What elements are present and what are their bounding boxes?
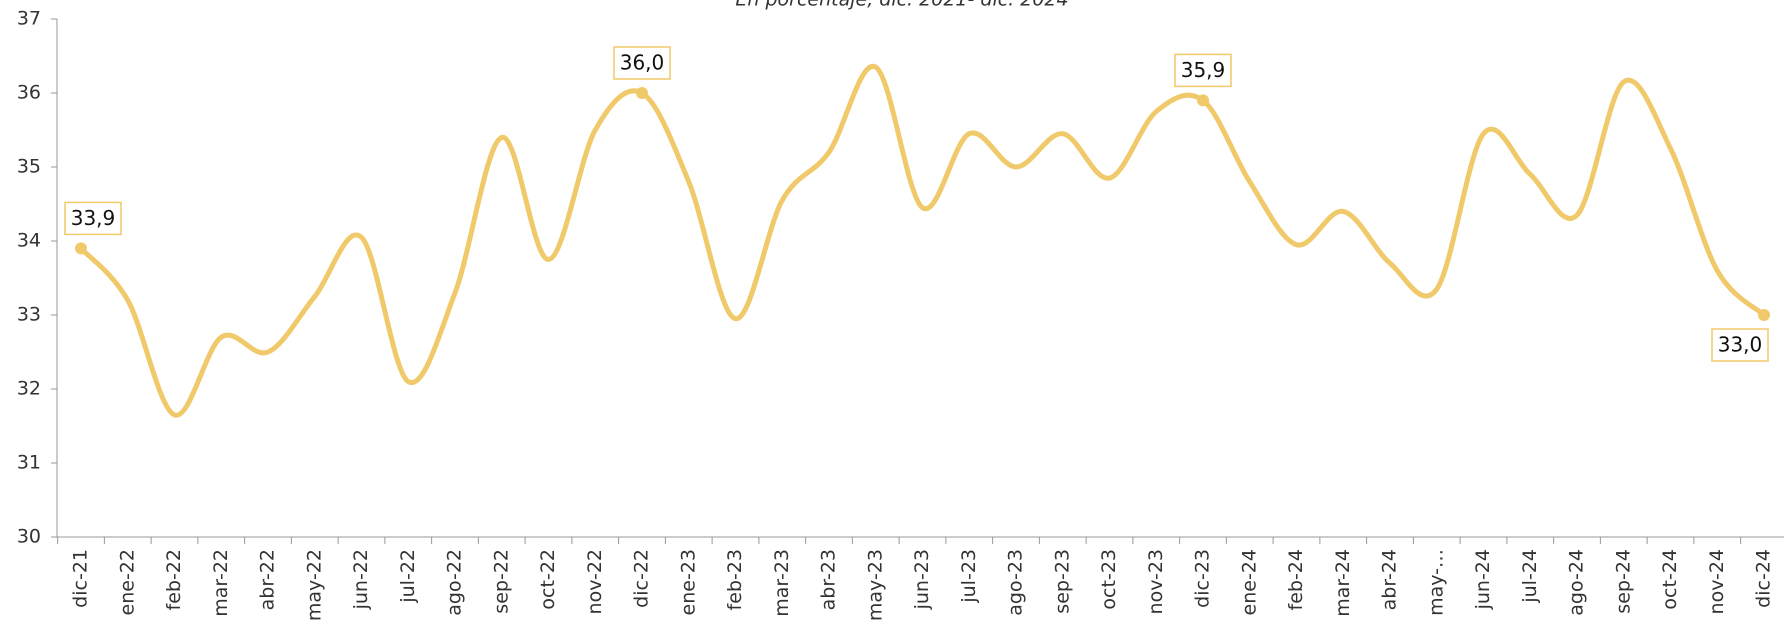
line: [78, 63, 1767, 418]
value-label: 36,0: [620, 51, 665, 75]
y-tick-label: 36: [17, 82, 41, 104]
x-tick-label: jun-22: [350, 549, 372, 610]
x-tick-label: dic-23: [1192, 549, 1214, 608]
x-tick-label: jul-22: [397, 549, 419, 604]
y-tick-label: 31: [17, 452, 41, 474]
y-tick-label: 33: [17, 304, 41, 326]
x-tick-label: ago-24: [1566, 549, 1588, 616]
x-tick-label: feb-22: [163, 549, 185, 610]
point: [75, 242, 87, 255]
value-label: 35,9: [1181, 58, 1226, 82]
value-label-box: [1174, 53, 1232, 88]
point: [1758, 309, 1770, 321]
x-tick-label: jun-24: [1472, 549, 1494, 610]
x-tick-label: ene-22: [116, 549, 138, 615]
x-tick-label: oct-24: [1659, 549, 1681, 610]
x-tick-label: sep-24: [1612, 549, 1634, 614]
x-tick-label: feb-23: [724, 549, 746, 610]
x-tick-label: ago-22: [444, 549, 466, 616]
x-tick-label: mar-23: [771, 549, 793, 617]
x-tick-label: sep-23: [1051, 549, 1073, 614]
x-tick-label: jul-23: [958, 549, 980, 604]
x-tick-label: nov-24: [1706, 549, 1728, 614]
x-tick-label: feb-24: [1285, 549, 1307, 610]
y-tick-label: 30: [17, 526, 41, 548]
value-label: 33,0: [1718, 333, 1763, 357]
x-tick-label: jul-24: [1519, 549, 1541, 604]
x-tick-label: mar-22: [210, 549, 232, 617]
x-tick-label: oct-22: [537, 549, 559, 610]
x-tick-label: jun-23: [911, 549, 933, 610]
value-label: 33,9: [71, 206, 116, 230]
point: [1197, 94, 1209, 107]
x-tick-label: dic-21: [70, 549, 92, 608]
value-label-box: [613, 46, 671, 80]
x-tick-label: ene-24: [1238, 549, 1260, 615]
value-label-box: [1711, 328, 1769, 362]
x-tick-label: dic-24: [1753, 549, 1775, 608]
x-tick-label: nov-23: [1145, 549, 1167, 614]
x-tick-label: ago-23: [1005, 549, 1027, 616]
x-tick-label: may-23: [864, 549, 886, 621]
x-tick-label: ene-23: [677, 549, 699, 615]
y-tick-label: 37: [17, 8, 41, 30]
x-tick-label: abr-23: [818, 549, 840, 610]
y-tick-label: 35: [17, 156, 41, 178]
x-tick-label: oct-23: [1098, 549, 1120, 610]
value-label-box: [64, 201, 122, 236]
x-tick-label: sep-22: [490, 549, 512, 614]
y-tick-label: 32: [17, 378, 41, 400]
chart-subtitle: En porcentaje, dic. 2021- dic. 2024: [735, 0, 1068, 11]
x-tick-label: abr-22: [257, 549, 279, 610]
x-tick-label: dic-22: [631, 549, 653, 608]
point: [636, 87, 648, 99]
x-tick-label: abr-24: [1379, 549, 1401, 610]
x-tick-label: nov-22: [584, 549, 606, 614]
y-tick-label: 34: [17, 230, 41, 252]
x-tick-label: mar-24: [1332, 549, 1354, 617]
x-tick-label: may-…: [1425, 549, 1447, 616]
x-tick-label: may-22: [303, 549, 325, 621]
